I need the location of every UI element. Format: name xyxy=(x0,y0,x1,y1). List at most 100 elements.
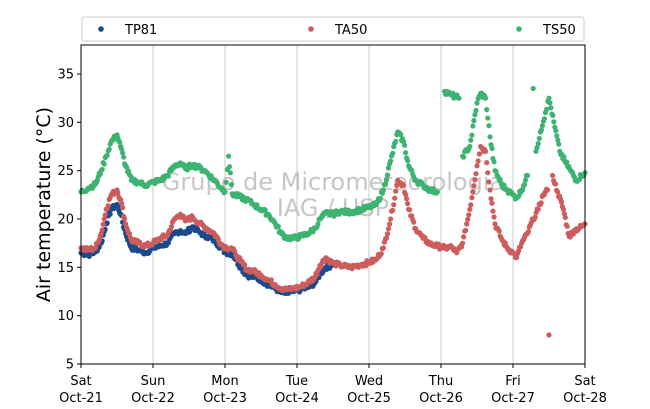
TA50-point-463 xyxy=(553,181,559,187)
x-axis-ticks: Sat Oct-21 Sun Oct-22 Mon Oct-23 Tue Oct-24 Wed O… xyxy=(59,364,607,406)
TA50-point-307 xyxy=(391,202,397,208)
TS50-point-23 xyxy=(101,161,107,167)
x-tick-day-0: Sat xyxy=(70,374,91,389)
TA50-point-49 xyxy=(126,231,133,237)
y-tick-label-35: 35 xyxy=(57,68,74,83)
TA50-point-188 xyxy=(268,277,274,283)
TA50-point-458 xyxy=(545,187,551,193)
TA50-point-406 xyxy=(492,221,498,227)
TA50-point-388 xyxy=(473,171,479,177)
TA50-point-306 xyxy=(390,207,396,213)
TA50-point-473 xyxy=(562,214,568,221)
TA50-point-439 xyxy=(525,229,532,235)
x-tick-day-6: Fri xyxy=(505,374,521,389)
TS50-point-380 xyxy=(473,107,479,114)
TA50-point-391 xyxy=(476,151,482,157)
TA50-point-383 xyxy=(468,202,474,208)
TA50-point-321 xyxy=(405,201,411,207)
legend-marker-TS50 xyxy=(516,26,522,32)
TS50-point-148 xyxy=(227,170,233,176)
TS50-point-453 xyxy=(555,137,561,143)
x-tick-date-6: Oct-27 xyxy=(491,391,535,406)
TA50-point-380 xyxy=(465,216,471,222)
TS50-point-440 xyxy=(541,116,548,122)
TS50-point-298 xyxy=(380,187,386,193)
TP81-point-26 xyxy=(104,220,110,226)
TA50-point-303 xyxy=(387,221,393,227)
TA50-point-90 xyxy=(168,224,175,230)
TS50-point-381 xyxy=(474,100,480,106)
TS50-point-433 xyxy=(534,144,540,151)
legend: TP81 TA50 TS50 xyxy=(81,16,585,42)
series-TA50 xyxy=(78,143,588,338)
TA50-point-400 xyxy=(486,179,492,185)
TA50-point-401 xyxy=(487,187,493,193)
x-tick-day-3: Tue xyxy=(285,374,308,389)
TA50-point-327 xyxy=(411,219,417,225)
TS50-point-366 xyxy=(456,95,462,101)
TA50-point-404 xyxy=(490,208,496,214)
TS50-point-322 xyxy=(405,158,411,164)
TS50-point-449 xyxy=(551,119,557,125)
TA50-point-382 xyxy=(467,206,473,212)
TA50-point-471 xyxy=(560,206,567,212)
TA50-point-387 xyxy=(472,177,478,183)
series-TP81 xyxy=(78,201,335,296)
TS50-point-452 xyxy=(554,133,560,139)
TS50-point-374 xyxy=(467,143,473,150)
TS50-point-182 xyxy=(262,207,268,213)
data-points xyxy=(78,85,588,338)
TS50-point-397 xyxy=(491,159,497,165)
TS50-point-389 xyxy=(483,95,489,101)
TS50-point-28 xyxy=(106,146,112,152)
TS50-point-451 xyxy=(553,128,559,134)
plot-frame xyxy=(80,44,586,365)
TS50-point-295 xyxy=(377,195,383,202)
TS50-point-390 xyxy=(484,107,490,113)
TA50-point-459 xyxy=(546,332,552,338)
y-tick-label-5: 5 xyxy=(66,358,74,373)
TS50-point-442 xyxy=(544,106,550,112)
TA50-point-475 xyxy=(564,223,570,229)
TS50-point-351 xyxy=(434,189,440,195)
TS50-point-376 xyxy=(469,132,475,138)
TA50-point-403 xyxy=(489,200,495,206)
y-tick-label-20: 20 xyxy=(57,213,74,228)
TS50-point-319 xyxy=(402,142,408,148)
x-tick-day-7: Sat xyxy=(574,374,595,389)
TA50-point-233 xyxy=(314,271,320,278)
TA50-point-27 xyxy=(105,203,111,209)
x-tick-date-4: Oct-25 xyxy=(347,391,391,406)
TA50-point-317 xyxy=(401,182,407,188)
TP81-point-37 xyxy=(115,203,121,209)
x-tick-day-1: Sun xyxy=(141,374,166,389)
TS50-point-234 xyxy=(315,221,321,227)
TS50-point-393 xyxy=(487,134,493,140)
TA50-point-378 xyxy=(463,227,469,234)
TS50-point-87 xyxy=(165,173,171,179)
TS50-point-46 xyxy=(124,164,130,170)
TA50-point-385 xyxy=(470,189,476,195)
TA50-point-376 xyxy=(461,234,467,240)
TA50-point-427 xyxy=(514,255,520,261)
TS50-point-445 xyxy=(547,100,553,106)
TA50-point-465 xyxy=(555,189,561,195)
TA50-point-398 xyxy=(484,160,490,166)
x-tick-date-5: Oct-26 xyxy=(419,391,463,406)
TS50-point-438 xyxy=(539,123,546,129)
TA50-point-308 xyxy=(392,195,398,201)
TS50-point-434 xyxy=(535,141,541,147)
TA50-point-460 xyxy=(550,172,556,179)
TA50-point-300 xyxy=(383,235,390,241)
TA50-point-309 xyxy=(393,188,399,194)
TS50-point-326 xyxy=(409,167,415,173)
TA50-point-389 xyxy=(474,163,480,169)
TA50-point-44 xyxy=(122,216,128,222)
TS50-point-444 xyxy=(546,95,552,101)
TA50-point-162 xyxy=(242,262,248,268)
TS50-point-425 xyxy=(520,187,526,193)
TS50-point-303 xyxy=(385,165,392,171)
TA50-point-302 xyxy=(385,226,392,232)
y-tick-label-30: 30 xyxy=(57,116,74,131)
TS50-point-475 xyxy=(576,177,583,183)
